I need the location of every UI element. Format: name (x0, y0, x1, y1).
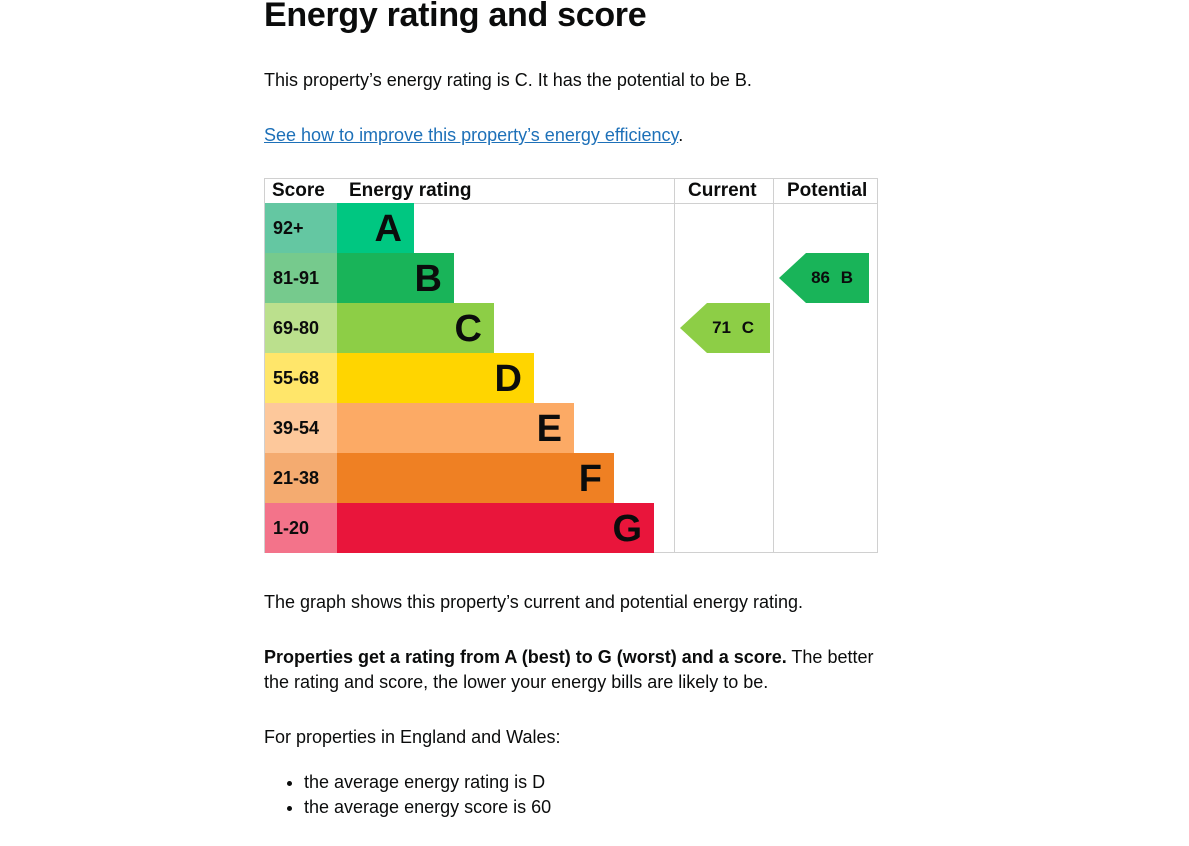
band-bar: G (337, 503, 654, 553)
current-divider (674, 179, 675, 552)
header-divider (265, 203, 877, 204)
improve-paragraph: See how to improve this property’s energ… (264, 123, 884, 148)
band-score-range: 39-54 (265, 403, 337, 453)
averages-list: the average energy rating is D the avera… (264, 770, 551, 820)
band-bar: D (337, 353, 534, 403)
band-bar: E (337, 403, 574, 453)
band-score-range: 69-80 (265, 303, 337, 353)
rating-summary: This property’s energy rating is C. It h… (264, 70, 752, 90)
link-suffix: . (678, 125, 684, 145)
band-score-range: 55-68 (265, 353, 337, 403)
rating-explanation-bold: Properties get a rating from A (best) to… (264, 647, 787, 667)
header-score: Score (272, 180, 325, 201)
average-score-item: the average energy score is 60 (304, 795, 551, 820)
graph-note: The graph shows this property’s current … (264, 592, 803, 612)
band-score-range: 21-38 (265, 453, 337, 503)
header-current: Current (688, 180, 757, 201)
header-energy-rating: Energy rating (349, 180, 472, 201)
header-potential: Potential (787, 180, 868, 201)
rating-explanation: Properties get a rating from A (best) to… (264, 645, 884, 695)
improve-link[interactable]: See how to improve this property’s energ… (264, 125, 679, 145)
current-rating-arrow: 71 C (680, 303, 770, 353)
band-bar: B (337, 253, 454, 303)
potential-divider (773, 179, 774, 552)
band-score-range: 81-91 (265, 253, 337, 303)
energy-rating-chart: Score Energy rating Current Potential 92… (264, 178, 878, 553)
band-bar: F (337, 453, 614, 503)
england-wales-intro: For properties in England and Wales: (264, 727, 561, 747)
average-rating-item: the average energy rating is D (304, 770, 551, 795)
rating-explanation-rest: The better the rating and score, the low… (264, 647, 874, 692)
band-score-range: 92+ (265, 203, 337, 253)
band-bar: A (337, 203, 414, 253)
band-score-range: 1-20 (265, 503, 337, 553)
band-bar: C (337, 303, 494, 353)
page-title: Energy rating and score (264, 0, 647, 34)
potential-rating-arrow: 86 B (779, 253, 869, 303)
